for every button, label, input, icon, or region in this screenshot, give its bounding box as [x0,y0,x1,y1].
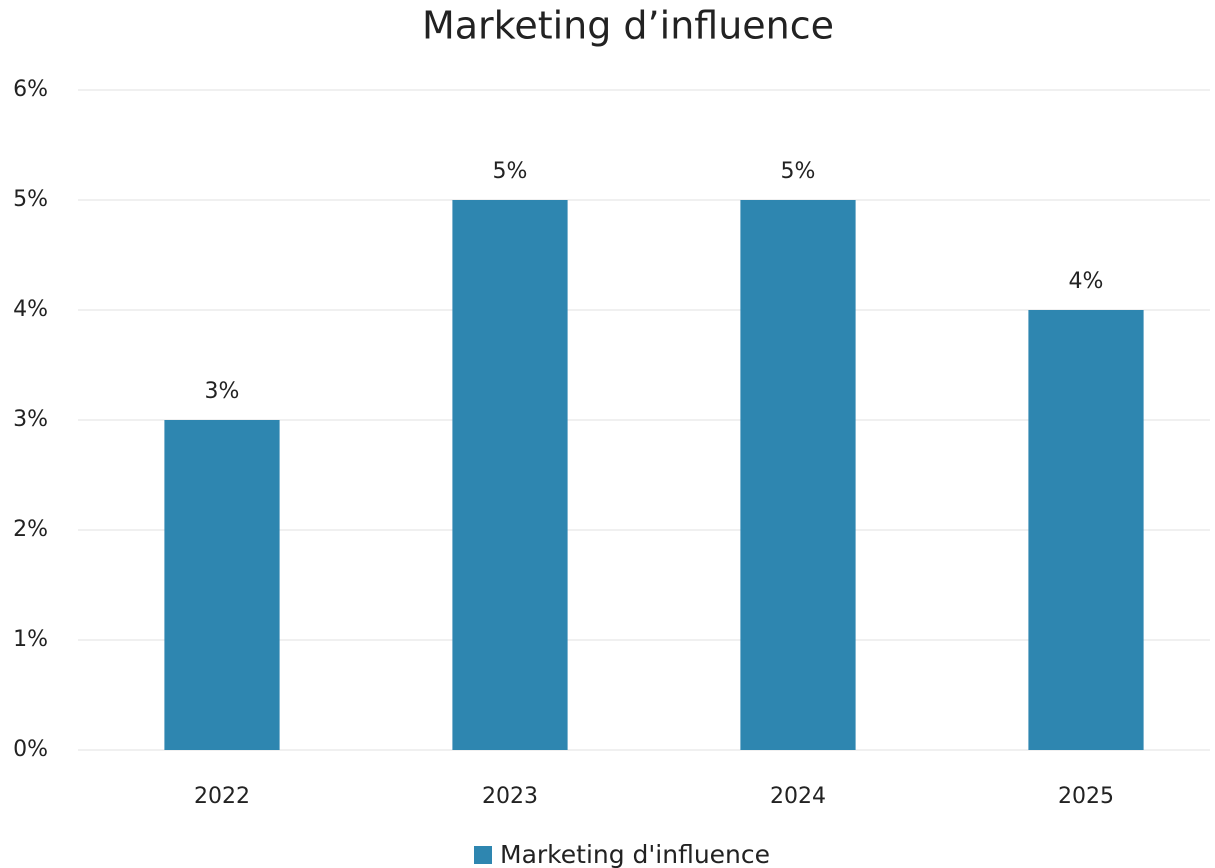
bar [164,420,280,750]
x-tick-label: 2024 [770,784,826,809]
data-label: 5% [781,159,816,184]
y-tick-label: 4% [13,297,48,322]
x-tick-label: 2022 [194,784,250,809]
y-tick-label: 1% [13,627,48,652]
data-label: 4% [1069,269,1104,294]
legend-swatch [474,846,492,864]
y-tick-label: 6% [13,77,48,102]
data-label: 3% [205,379,240,404]
data-label: 5% [493,159,528,184]
bar [740,200,856,750]
chart-title: Marketing d’influence [422,4,834,48]
y-tick-label: 0% [13,737,48,762]
x-tick-label: 2023 [482,784,538,809]
y-tick-label: 5% [13,187,48,212]
bar [1028,310,1144,750]
y-tick-label: 3% [13,407,48,432]
bar [452,200,568,750]
x-tick-label: 2025 [1058,784,1114,809]
legend-label: Marketing d'influence [500,840,770,868]
y-tick-label: 2% [13,517,48,542]
